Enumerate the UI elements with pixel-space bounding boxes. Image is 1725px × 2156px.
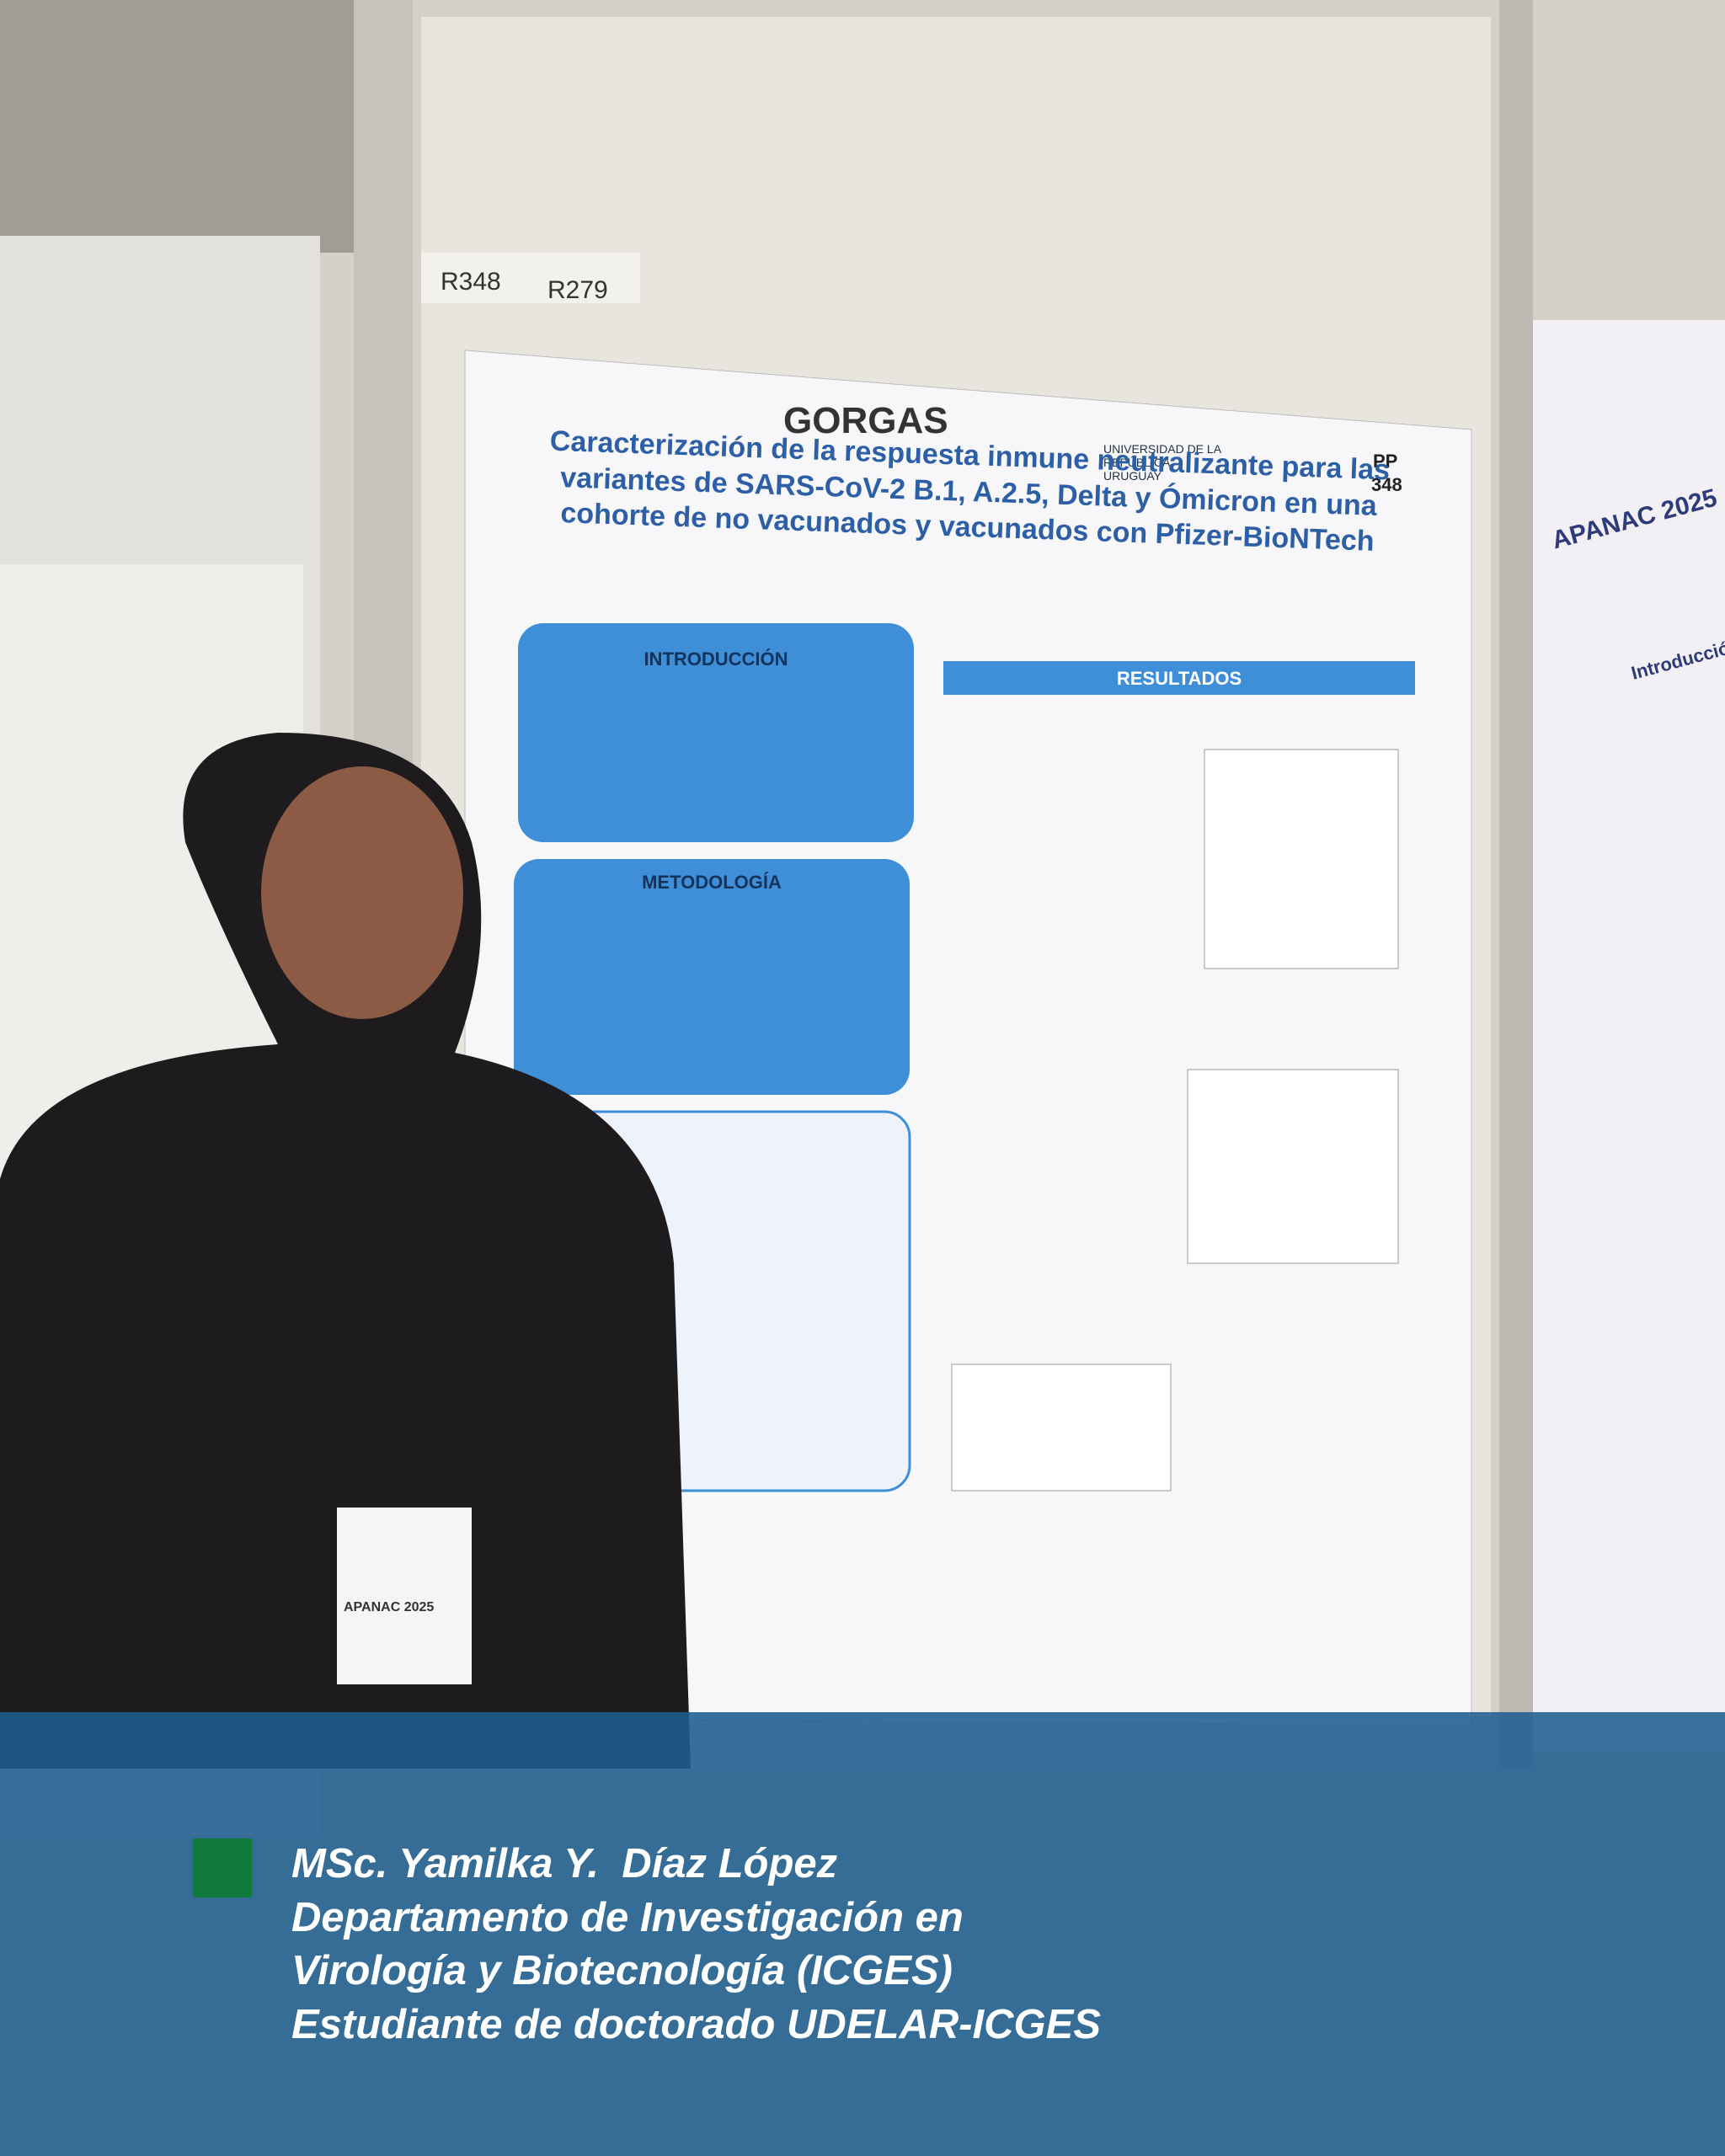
pp-number: 348 [1371,474,1402,495]
ceiling [0,0,362,253]
caption-line: Departamento de Investigación en [291,1895,964,1940]
booth-label: R279 [547,276,608,304]
chart-image [1187,1069,1399,1264]
person [0,733,691,1769]
side-poster [1533,320,1725,1752]
section-title: RESULTADOS [1116,668,1242,689]
caption-line: Estudiante de doctorado UDELAR-ICGES [291,2002,1102,2047]
green-square [193,1838,252,1897]
face [261,766,463,1019]
caption-band [0,1712,1725,2156]
chart-image [951,1364,1172,1492]
university: UNIVERSIDAD DE LA REPÚBLICA URUGUAY [1103,442,1221,483]
booth-label: R348 [441,268,501,296]
box-methods [514,859,910,1095]
box-results [943,661,1415,695]
pole [1499,0,1533,1769]
badge-text: APANAC 2025 [344,1600,435,1614]
section-title: METODOLOGÍA [642,872,782,893]
box-intro [518,623,914,842]
booth-card [421,253,640,303]
caption-line: Virología y Biotecnología (ICGES) [291,1948,953,1993]
caption-line: MSc. Yamilka Y. Díaz López [291,1841,838,1886]
section-title: INTRODUCCIÓN [644,648,788,670]
badge [337,1508,472,1684]
chart-image [1204,749,1399,969]
pp-label: PP [1373,451,1398,472]
logo: GORGAS [783,400,948,441]
